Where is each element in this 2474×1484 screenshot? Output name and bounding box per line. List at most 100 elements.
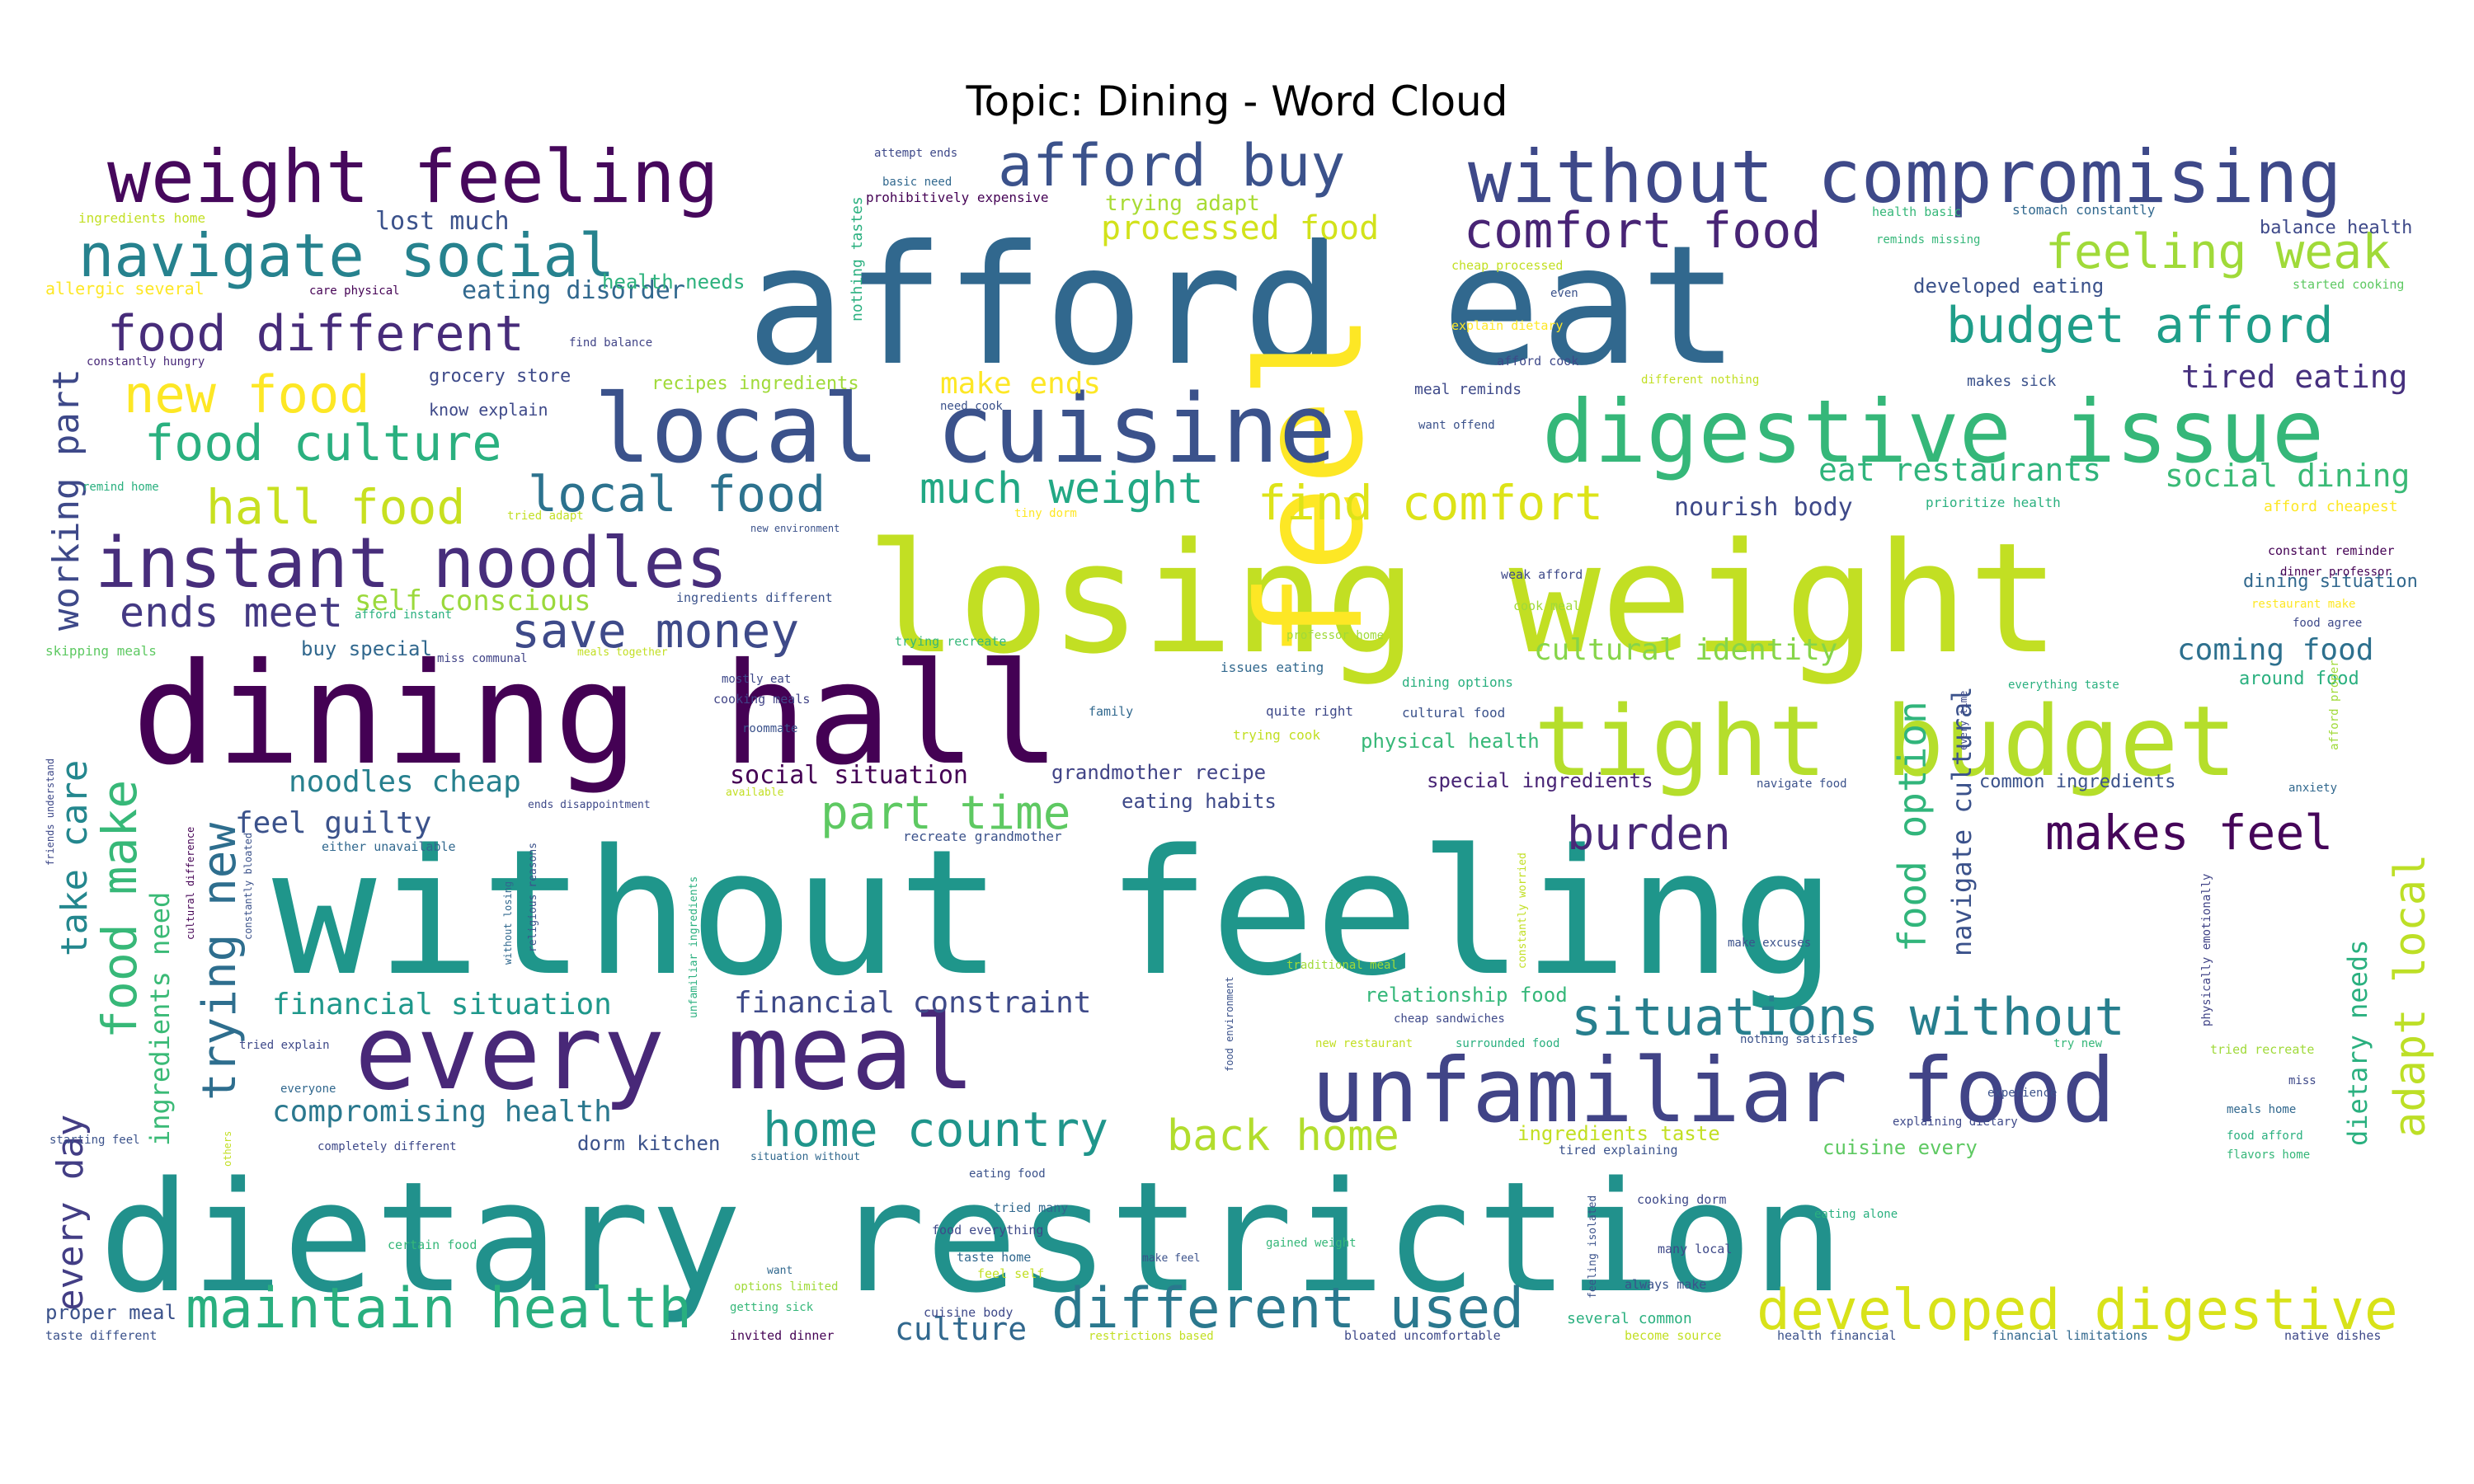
word-feeling-weak: feeling weak — [2045, 223, 2391, 279]
chart-title: Topic: Dining - Word Cloud — [966, 77, 1508, 125]
word-coming-food: coming food — [2177, 633, 2373, 667]
word-feel-self: feel self — [977, 1266, 1044, 1281]
word-friends-understand: friends understand — [45, 758, 56, 866]
word-dining-situation: dining situation — [2243, 571, 2418, 592]
word-explaining-dietary: explaining dietary — [1893, 1115, 2018, 1129]
word-want: want — [767, 1265, 793, 1277]
word-noodles-cheap: noodles cheap — [289, 765, 521, 799]
word-physical-health: physical health — [1361, 730, 1540, 753]
word-different-used: different used — [1051, 1276, 1524, 1341]
word-without-losing: without losing — [502, 881, 514, 965]
word-feel-guilty: feel guilty — [235, 806, 431, 840]
word-financial-limitations: financial limitations — [1992, 1328, 2148, 1343]
word-instant-noodles: instant noodles — [95, 523, 728, 604]
word-find-balance: find balance — [569, 336, 652, 350]
word-eating-food: eating food — [969, 1167, 1046, 1181]
word-hall-food: hall food — [206, 479, 465, 535]
word-issues-eating: issues eating — [1221, 660, 1324, 675]
word-everything-taste: everything taste — [2008, 679, 2119, 692]
word-afford-proper: afford proper — [2328, 660, 2341, 750]
word-dining-hall: dining hall — [132, 633, 1061, 796]
word-tired-explaining: tired explaining — [1559, 1143, 1678, 1158]
word-starting-feel: starting feel — [49, 1134, 140, 1147]
word-new-restaurant: new restaurant — [1315, 1037, 1413, 1050]
word-different-nothing: different nothing — [1641, 373, 1759, 387]
word-cultural-food: cultural food — [1402, 705, 1505, 721]
word-eating-disorder: eating disorder — [462, 276, 685, 305]
word-ingredients-different: ingredients different — [676, 590, 833, 605]
word-take-care: take care — [54, 760, 96, 956]
word-new-food: new food — [124, 364, 370, 425]
word-situations-without: situations without — [1571, 987, 2125, 1047]
word-losing-weight: losing weight — [866, 510, 2060, 688]
word-started-cooking: started cooking — [2293, 277, 2404, 292]
word-weak-afford: weak afford — [1501, 567, 1583, 582]
word-completely-different: completely different — [317, 1140, 457, 1153]
word-processed-food: processed food — [1101, 209, 1379, 247]
word-invited-dinner: invited dinner — [730, 1328, 834, 1343]
word-attempt-ends: attempt ends — [874, 147, 957, 160]
word-ingredients-taste: ingredients taste — [1517, 1122, 1720, 1145]
word-food-agree: food agree — [2293, 617, 2362, 630]
word-dorm-kitchen: dorm kitchen — [577, 1132, 720, 1155]
word-taste-different: taste different — [45, 1328, 157, 1343]
word-weight-feeling: weight feeling — [107, 134, 719, 219]
word-financial-constraint: financial constraint — [734, 986, 1091, 1020]
word-eating-alone: eating alone — [1814, 1208, 1898, 1221]
word-prioritize-health: prioritize health — [1926, 495, 2061, 510]
word-make-feel: make feel — [1142, 1252, 1200, 1265]
word-health-financial: health financial — [1777, 1328, 1897, 1343]
word-navigate-cultural: navigate cultural — [1946, 686, 1978, 956]
word-health-basic: health basic — [1872, 204, 1961, 219]
word-ends-meet: ends meet — [120, 589, 343, 636]
word-makes-feel: makes feel — [2045, 805, 2333, 861]
word-nourish-body: nourish body — [1674, 493, 1853, 522]
word-food-option: food option — [1890, 701, 1935, 952]
word-afford-cook: afford cook — [1497, 354, 1578, 369]
word-trying-new: trying new — [193, 823, 247, 1101]
word-even: even — [1550, 287, 1578, 300]
word-makes-sick: makes sick — [1967, 373, 2057, 390]
word-eating-habits: eating habits — [1122, 790, 1277, 813]
word-developed-eating: developed eating — [1913, 275, 2104, 298]
word-certain-food: certain food — [388, 1237, 477, 1252]
word-afford-buy: afford buy — [998, 132, 1345, 200]
word-constantly-bloated: constantly bloated — [242, 833, 254, 940]
word-dietary-needs: dietary needs — [2342, 940, 2373, 1146]
word-others: others — [222, 1131, 233, 1167]
word-feel: feel — [1228, 312, 1395, 660]
word-social-dining: social dining — [2165, 458, 2410, 494]
word-special-ingredients: special ingredients — [1427, 769, 1653, 792]
word-back-home: back home — [1167, 1111, 1399, 1161]
word-care-physical: care physical — [309, 284, 400, 298]
word-every-day: every day — [49, 1115, 92, 1311]
word-home-country: home country — [763, 1101, 1108, 1158]
word-allergic-several: allergic several — [45, 279, 205, 298]
word-taste-home: taste home — [957, 1250, 1031, 1265]
word-ingredients-home: ingredients home — [78, 210, 205, 226]
word-always-make: always make — [1625, 1277, 1706, 1292]
word-afford-instant: afford instant — [355, 608, 452, 622]
word-bloated-uncomfortable: bloated uncomfortable — [1344, 1328, 1501, 1343]
word-afford-cheapest: afford cheapest — [2264, 498, 2398, 515]
word-much-weight: much weight — [920, 464, 1203, 514]
word-cultural-identity: cultural identity — [1534, 633, 1837, 667]
word-local-cuisine: local cuisine — [594, 374, 1336, 485]
word-everyone: everyone — [280, 1082, 336, 1096]
word-religious-reasons: religious reasons — [527, 843, 539, 952]
word-roommate: roommate — [742, 722, 797, 735]
word-dining-options: dining options — [1402, 674, 1513, 690]
word-unfamiliar-food: unfamiliar food — [1311, 1040, 2115, 1143]
word-cook-meal: cook meal — [1513, 599, 1580, 613]
word-meals-together: meals together — [577, 646, 668, 659]
word-remind-home: remind home — [82, 481, 159, 494]
word-maintain-health: maintain health — [186, 1276, 692, 1341]
word-tried-adapt: tried adapt — [507, 510, 584, 523]
word-navigate-social: navigate social — [78, 221, 614, 290]
word-relationship-food: relationship food — [1365, 984, 1568, 1007]
word-without-feeling: without feeling — [272, 812, 1836, 1014]
word-trying-cook: trying cook — [1233, 727, 1320, 743]
word-quite-right: quite right — [1266, 703, 1353, 719]
word-developed-digestive: developed digestive — [1757, 1278, 2398, 1343]
